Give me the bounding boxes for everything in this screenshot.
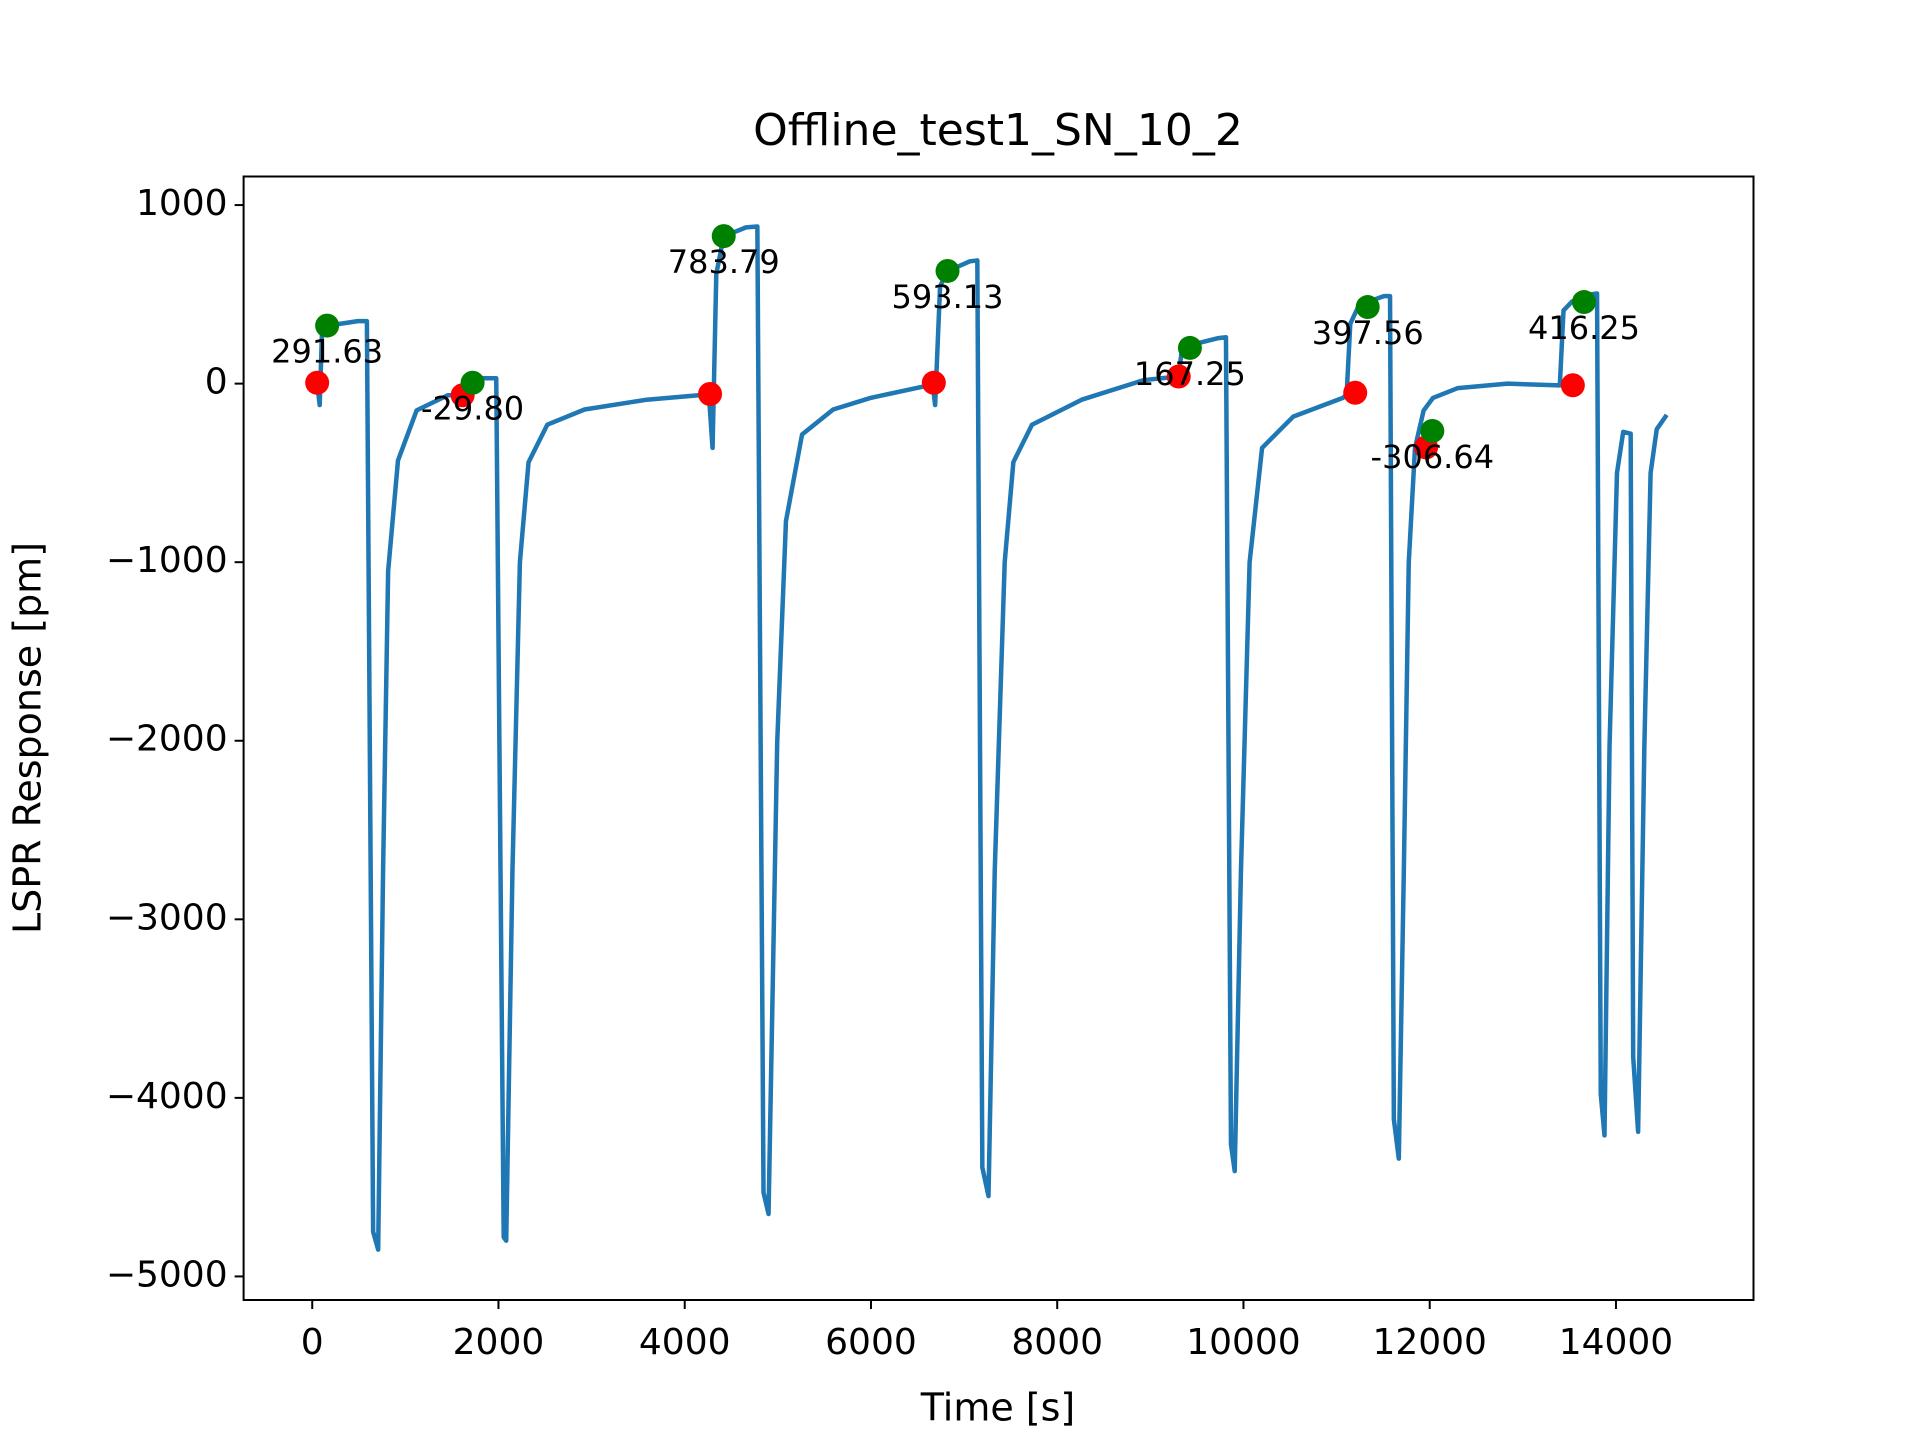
marker: [921, 370, 946, 395]
x-tick-label: 8000: [1011, 1322, 1103, 1363]
y-tick-label: 1000: [136, 183, 228, 224]
x-tick-label: 6000: [825, 1322, 917, 1363]
x-tick-label: 2000: [453, 1322, 545, 1363]
chart-title: Offline_test1_SN_10_2: [753, 105, 1243, 156]
marker: [315, 313, 340, 338]
marker: [1560, 373, 1585, 398]
x-axis-label: Time [s]: [920, 1386, 1076, 1430]
y-tick-label: −2000: [106, 719, 228, 760]
annotation: 397.56: [1312, 314, 1424, 352]
marker: [305, 370, 330, 395]
marker: [1355, 295, 1380, 320]
y-axis-label: LSPR Response [pm]: [6, 542, 50, 934]
annotation: 167.25: [1134, 355, 1246, 393]
marker: [935, 258, 960, 283]
annotation: 291.63: [271, 333, 383, 371]
x-tick-label: 14000: [1559, 1322, 1674, 1363]
marker: [1177, 335, 1202, 360]
y-tick-label: −4000: [106, 1076, 228, 1117]
annotation: 416.25: [1528, 309, 1640, 347]
x-tick-label: 4000: [639, 1322, 731, 1363]
annotation: -29.80: [421, 390, 524, 428]
marker: [460, 370, 485, 395]
marker: [1420, 418, 1445, 443]
y-tick-label: −3000: [106, 897, 228, 938]
data-line: [314, 224, 1669, 1252]
marker: [711, 224, 736, 249]
annotation: -306.64: [1371, 438, 1495, 476]
y-tick-label: −1000: [106, 540, 228, 581]
annotation: 593.13: [892, 278, 1004, 316]
plot-frame: [242, 175, 1755, 1301]
marker: [1166, 364, 1191, 389]
annotation: 783.79: [668, 243, 780, 281]
x-tick-label: 10000: [1186, 1322, 1301, 1363]
y-tick-label: −5000: [106, 1254, 228, 1295]
y-tick-label: 0: [205, 362, 228, 403]
marker: [1343, 380, 1368, 405]
marker: [698, 381, 723, 406]
x-tick-label: 0: [301, 1322, 324, 1363]
x-tick-label: 12000: [1372, 1322, 1487, 1363]
marker: [1572, 290, 1597, 315]
